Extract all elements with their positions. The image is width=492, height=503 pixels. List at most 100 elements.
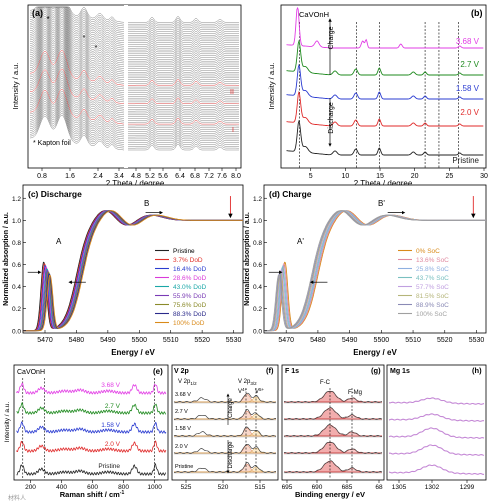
- panel-b-charge-label: Charge: [328, 26, 335, 49]
- panel-a-pattern-curve: [29, 96, 125, 132]
- panel-a-pattern-curve: [29, 37, 125, 73]
- d-xtick-label: 5480: [310, 337, 326, 344]
- d-xtick-label: 5500: [374, 337, 390, 344]
- panel-a-pattern-curve: [128, 140, 239, 147]
- panel-g-tick-label: 685: [342, 484, 353, 491]
- panel-a-pattern-curve: [29, 114, 125, 151]
- c-legend-label: 100% DoD: [173, 320, 205, 327]
- panel-d-label: (d) Charge: [269, 189, 312, 199]
- panel-a-pattern-curve: [128, 84, 239, 92]
- panel-b-curve-label: 1.58 V: [456, 84, 480, 93]
- panel-a-pattern-curve: [29, 92, 125, 129]
- panel-e-curve-label: 3.68 V: [101, 382, 120, 389]
- panel-a-pattern-curve: [128, 119, 239, 127]
- panel-a-tick-label: 6.4: [175, 173, 185, 180]
- panel-e-tick-label: 400: [56, 484, 67, 491]
- panel-e-xticks: 200 400 600 800 1000: [25, 480, 162, 491]
- bottom-xlabel: Binding energy / eV: [295, 490, 365, 499]
- panel-a-pattern-curve: [128, 132, 239, 140]
- panel-e-xlabel: Raman shift / cm-1: [60, 490, 125, 499]
- panel-a-pattern-curve: [29, 64, 125, 101]
- panel-h-curve: [388, 444, 485, 456]
- panel-a-pattern-curve: [128, 27, 239, 34]
- panel-a-pattern-curve: [29, 42, 125, 79]
- panel-d: (d) Charge A' B' 0% SoC 13.6% SoC 25.8% So…: [244, 184, 487, 357]
- panel-a-marker-i: I: [232, 127, 234, 134]
- panel-a-pattern-curve: [29, 74, 125, 110]
- c-legend-label: 28.6% DoD: [173, 275, 207, 282]
- panel-a-pattern-curve: [29, 48, 125, 84]
- panel-f-envelope: [173, 426, 277, 437]
- c-ytick-label: 0.4: [12, 284, 21, 291]
- panel-a-pattern-curve: [29, 6, 125, 42]
- panel-a-pattern-curve: [29, 79, 125, 116]
- panel-b-curve-label: Pristine: [452, 156, 479, 165]
- c-legend-label: 3.7% DoD: [173, 257, 203, 264]
- panel-f-charge-label: Charge: [228, 398, 234, 418]
- c-ytick-label: 0.6: [12, 262, 21, 269]
- panel-g-tick-label: 68: [375, 484, 383, 491]
- panel-f-xps-curves: [173, 388, 277, 478]
- panel-a-star: *: [46, 15, 49, 24]
- panel-a-pattern-curve: [128, 88, 239, 95]
- panel-a-pattern-curve: [29, 22, 125, 58]
- panel-b-curve: [286, 63, 484, 100]
- panel-a-pattern-curve: [128, 29, 239, 36]
- panel-a-pattern-curve: [128, 79, 239, 86]
- panel-h-curve: [388, 397, 485, 405]
- panel-a-pattern-curve: [29, 35, 125, 71]
- panel-b-curve: [286, 119, 484, 156]
- panel-a-pattern-curve: [29, 77, 125, 114]
- panel-e-curve-label: 2.0 V: [105, 441, 121, 448]
- panel-f-title: V 2p: [174, 368, 189, 375]
- panel-b-xticks: 5 10 15 20 25 30: [309, 168, 488, 180]
- panel-g-xticks: 695 690 685 68: [282, 480, 383, 491]
- panel-a-tick-label: 8.0: [231, 173, 241, 180]
- c-legend-label: 43.0% DoD: [173, 284, 207, 291]
- panel-f-v5-label: V5+: [255, 387, 265, 395]
- panel-h-title: Mg 1s: [390, 368, 410, 375]
- panel-b-curve: [286, 6, 484, 49]
- panel-g-fc-label: F-C: [320, 380, 331, 386]
- panel-a-pattern-curve: [29, 15, 125, 51]
- panel-c-frame: [22, 184, 244, 334]
- panel-e-curve-label: 2.7 V: [105, 403, 121, 410]
- c-ytick-label: 1.0: [12, 218, 21, 225]
- panel-a-pattern-curve: [29, 29, 125, 66]
- panel-a-pattern-curve: [128, 125, 239, 132]
- panel-a-pattern-curve: [128, 101, 239, 108]
- panel-b-frame: [280, 4, 487, 169]
- panel-a-pattern-curve: [128, 77, 239, 84]
- panel-b-ylabel: Intensity / a.u.: [267, 63, 276, 110]
- panel-h-tick-label: 1302: [425, 484, 440, 491]
- panel-a-footnote: * Kapton foil: [33, 140, 71, 147]
- c-ytick-label: 1.2: [12, 196, 21, 203]
- panel-a-pattern-curve: [29, 107, 125, 143]
- d-ytick-label: 0.0: [253, 328, 262, 335]
- panel-a-pattern-curve: [29, 109, 125, 145]
- panel-f-label: (f): [266, 366, 274, 375]
- panel-e-title: CaVOnH: [17, 369, 45, 376]
- panel-h-tick-label: 1305: [392, 484, 407, 491]
- panel-a-pattern-curve: [128, 136, 239, 143]
- panel-d-ticks: 5470 5480 5490 5500 5510 5520 5530 0.0 0.2 0.4 0.6…: [253, 196, 484, 344]
- panel-b-curve-label: 2.7 V: [460, 60, 479, 69]
- panel-g-component-peak: [284, 467, 382, 473]
- panel-e-curve-label: Pristine: [98, 463, 120, 470]
- panel-a-pattern-curve: [29, 83, 125, 119]
- panel-b-tick-label: 20: [411, 173, 419, 180]
- panel-g-label: (g): [371, 366, 381, 375]
- d-xtick-label: 5520: [437, 337, 453, 344]
- c-xtick-label: 5480: [69, 337, 85, 344]
- panel-a-pattern-curve: [128, 121, 239, 129]
- panel-a-pattern-curve: [29, 33, 125, 69]
- panel-a-pattern-curve: [128, 32, 239, 40]
- panel-a-pattern-curve: [29, 85, 125, 121]
- panel-d-frame: [263, 184, 487, 334]
- panel-e-raman-curves: [16, 378, 167, 480]
- panel-a-pattern-curve: [128, 86, 239, 93]
- panel-a-pattern-curve: [29, 90, 125, 127]
- panel-a-pattern-curve: [128, 51, 239, 58]
- panel-f-tick-label: 520: [218, 484, 229, 491]
- panel-a-pattern-curve: [29, 24, 125, 60]
